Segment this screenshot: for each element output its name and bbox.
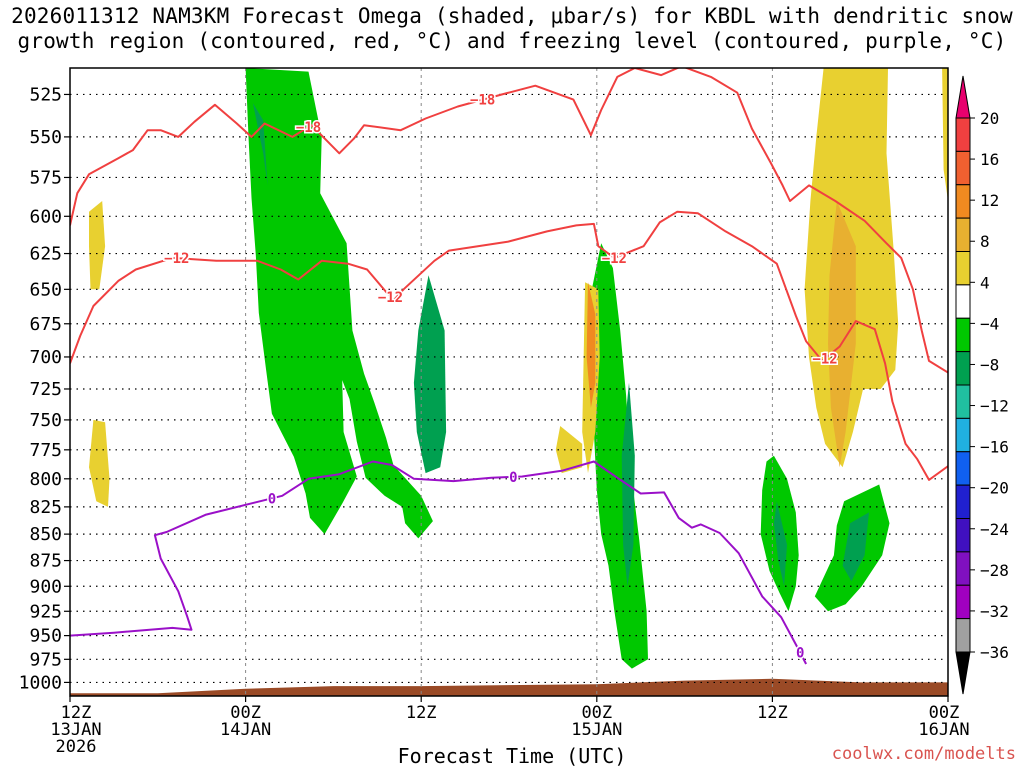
omega-region-7 <box>773 501 787 587</box>
isotherm--18 <box>70 68 948 374</box>
x-tick-label-0-1: 13JAN <box>50 720 101 740</box>
colorbar-box-6 <box>955 317 971 353</box>
x-tick-label-5-0: 00Z <box>929 703 960 723</box>
colorbar-label-8: −16 <box>980 438 1009 457</box>
colorbar-box-3 <box>955 217 971 252</box>
x-tick-label-5-1: 16JAN <box>918 720 969 740</box>
y-tick-label-575: 575 <box>29 167 62 188</box>
chart-title-line1: 2026011312 NAM3KM Forecast Omega (shaded… <box>11 4 1013 28</box>
y-tick-label-600: 600 <box>29 206 62 227</box>
omega-region-4 <box>252 103 268 186</box>
y-tick-label-1000: 1000 <box>19 672 62 693</box>
x-tick-label-1-1: 14JAN <box>220 720 271 740</box>
colorbar-label-11: −28 <box>980 561 1009 580</box>
colorbar-label-7: −12 <box>980 397 1009 416</box>
plot-background <box>70 68 948 696</box>
y-tick-label-700: 700 <box>29 347 62 368</box>
isotherm-label--12-2: −12 <box>602 251 627 267</box>
isotherm-label-0-2: 0 <box>796 646 804 662</box>
y-tick-label-900: 900 <box>29 576 62 597</box>
y-tick-label-825: 825 <box>29 497 62 518</box>
isotherm--12 <box>70 210 948 481</box>
isotherm-label--18-0: −18 <box>296 120 321 136</box>
y-tick-label-650: 650 <box>29 279 62 300</box>
plot-frame <box>69 67 949 697</box>
omega-region-10 <box>89 201 106 290</box>
omega-region-5 <box>413 275 447 474</box>
colorbar-label-2: 12 <box>980 191 999 210</box>
colorbar-box-0 <box>955 117 971 152</box>
y-tick-label-750: 750 <box>29 410 62 431</box>
isotherm-label--18-1: −18 <box>470 93 495 109</box>
colorbar-box-7 <box>955 351 971 386</box>
omega-region-13 <box>942 68 948 201</box>
colorbar-bottom-arrow <box>955 651 971 695</box>
y-tick-label-800: 800 <box>29 469 62 490</box>
omega-region-15 <box>828 201 856 468</box>
colorbar-box-12 <box>955 518 971 553</box>
colorbar-label-5: −4 <box>980 314 999 333</box>
colorbar-label-12: −32 <box>980 602 1009 621</box>
y-tick-label-850: 850 <box>29 524 62 545</box>
chart-title-line2: growth region (contoured, red, °C) and f… <box>17 29 1007 53</box>
colorbar-box-10 <box>955 451 971 486</box>
colorbar-box-4 <box>955 251 971 286</box>
colorbar-box-5 <box>955 284 971 319</box>
x-tick-label-4-0: 12Z <box>757 703 788 723</box>
omega-region-11 <box>89 419 110 507</box>
omega-region-16 <box>586 282 596 408</box>
isotherm-label--12-1: −12 <box>378 290 403 306</box>
x-tick-label-3-0: 00Z <box>581 703 612 723</box>
isotherm-label--12-0: −12 <box>164 251 189 267</box>
y-tick-label-950: 950 <box>29 626 62 647</box>
y-tick-label-675: 675 <box>29 314 62 335</box>
isotherm-label-0-1: 0 <box>509 470 517 486</box>
colorbar-label-13: −36 <box>980 643 1009 662</box>
y-tick-label-550: 550 <box>29 127 62 148</box>
x-tick-label-2-0: 12Z <box>406 703 437 723</box>
omega-region-8 <box>842 512 869 582</box>
isotherm-label-0-0: 0 <box>268 491 276 507</box>
isotherm-0 <box>70 460 807 665</box>
credit-text: coolwx.com/modelts <box>831 744 1016 764</box>
isotherm-label--12-3: −12 <box>812 351 837 367</box>
y-tick-label-925: 925 <box>29 601 62 622</box>
y-tick-label-875: 875 <box>29 551 62 572</box>
omega-region-14 <box>555 426 583 474</box>
x-tick-label-0-2: 2026 <box>56 737 97 757</box>
colorbar-box-1 <box>955 150 971 186</box>
omega-region-1 <box>590 243 648 669</box>
y-tick-label-525: 525 <box>29 84 62 105</box>
x-tick-label-3-1: 15JAN <box>571 720 622 740</box>
colorbar-box-11 <box>955 484 971 519</box>
y-tick-label-625: 625 <box>29 244 62 265</box>
colorbar-box-13 <box>955 551 971 586</box>
x-axis-title: Forecast Time (UTC) <box>397 744 627 768</box>
x-tick-label-1-0: 00Z <box>230 703 261 723</box>
colorbar-label-6: −8 <box>980 355 999 374</box>
y-tick-label-725: 725 <box>29 379 62 400</box>
omega-region-0 <box>245 68 433 539</box>
colorbar-box-9 <box>955 417 971 453</box>
colorbar-label-0: 20 <box>980 109 999 128</box>
colorbar-box-14 <box>955 584 971 620</box>
y-tick-label-775: 775 <box>29 440 62 461</box>
colorbar-label-3: 8 <box>980 232 990 251</box>
ground-surface <box>70 678 948 696</box>
y-tick-label-975: 975 <box>29 649 62 670</box>
colorbar-box-2 <box>955 184 971 219</box>
colorbar-top-arrow <box>955 75 971 119</box>
colorbar-box-15 <box>955 618 971 653</box>
colorbar-label-1: 16 <box>980 150 999 169</box>
colorbar-label-9: −20 <box>980 479 1009 498</box>
colorbar-label-4: 4 <box>980 273 990 292</box>
colorbar-label-10: −24 <box>980 520 1009 539</box>
x-tick-label-0-0: 12Z <box>61 703 92 723</box>
plot-layer: 0 0 0 −12 −12 −12 −12 −18 −18 <box>70 68 948 696</box>
colorbar-box-8 <box>955 384 971 419</box>
